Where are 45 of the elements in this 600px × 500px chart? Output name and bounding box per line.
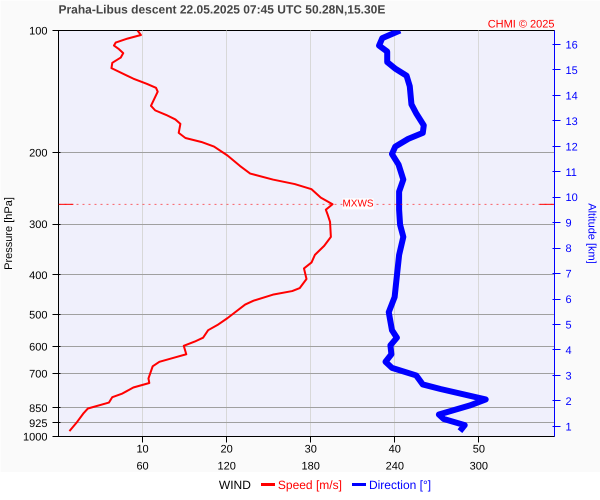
- y-axis-title: Pressure [hPa]: [3, 197, 16, 270]
- y2-tick-label: 7: [566, 268, 572, 281]
- y2-tick-label: 16: [566, 40, 578, 52]
- text: CHMI © 2025: [488, 18, 554, 30]
- y2-tick-label: 12: [566, 141, 578, 154]
- x-tick-label: 10: [136, 444, 149, 456]
- y2-tick-label: 3: [566, 370, 572, 382]
- y2-tick-label: 4: [566, 344, 572, 357]
- y-tick-label: 600: [29, 341, 48, 354]
- y-tick-label: 200: [29, 148, 48, 160]
- y2-tick-label: 14: [566, 90, 578, 102]
- line-series: [68, 30, 334, 432]
- x-tick-label: 20: [220, 444, 233, 456]
- y2-tick-label: 2: [566, 396, 572, 408]
- x2-tick-label: 120: [217, 460, 236, 472]
- y2-tick-label: 9: [566, 218, 572, 230]
- y2-tick-label: 10: [566, 192, 578, 204]
- y2-tick-label: 5: [566, 320, 572, 332]
- y-tick-label: 100: [29, 26, 48, 38]
- y2-tick-label: 15: [566, 64, 578, 77]
- y2-axis-title: Altitude [km]: [586, 203, 598, 264]
- x-tick-label: 40: [388, 444, 401, 456]
- y-tick-label: 700: [29, 368, 48, 381]
- legend-label: Direction [°]: [368, 478, 432, 492]
- x-axis-title: WIND: [218, 478, 251, 492]
- x-tick-label: 30: [304, 444, 317, 456]
- y-tick-label: 300: [29, 219, 48, 232]
- legend-label: Speed [m/s]: [278, 478, 342, 492]
- y-tick-label: 500: [29, 309, 48, 322]
- y-tick-label: 1000: [23, 432, 48, 444]
- x2-tick-label: 180: [302, 460, 320, 472]
- y2-tick-label: 8: [566, 243, 572, 256]
- x2-tick-label: 60: [136, 460, 149, 472]
- y2-tick-label: 1: [566, 421, 572, 434]
- y2-tick-label: 11: [566, 166, 577, 179]
- y2-tick-label: 6: [566, 294, 572, 306]
- x-tick-label: 50: [472, 444, 485, 456]
- y2-tick-label: 13: [566, 116, 578, 128]
- y-tick-label: 925: [29, 418, 48, 430]
- ref-line-label: MXWS: [342, 198, 374, 210]
- x2-tick-label: 300: [470, 460, 488, 472]
- y-tick-label: 850: [29, 402, 48, 415]
- y-tick-label: 400: [29, 270, 48, 282]
- chart-title: Praha-Libus descent 22.05.2025 07:45 UTC 50.28N,15.30E: [58, 2, 386, 16]
- x2-tick-label: 240: [386, 460, 404, 472]
